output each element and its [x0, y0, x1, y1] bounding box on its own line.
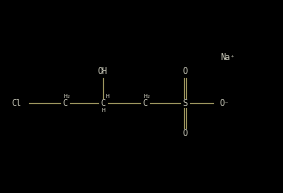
Text: O: O	[183, 68, 188, 76]
Text: H: H	[101, 108, 105, 113]
Text: S: S	[183, 98, 188, 108]
Text: H₂: H₂	[63, 93, 71, 98]
Text: H₂: H₂	[143, 93, 151, 98]
Text: Cl: Cl	[11, 98, 21, 108]
Text: O⁻: O⁻	[220, 98, 230, 108]
Text: H: H	[105, 93, 109, 98]
Text: C: C	[143, 98, 147, 108]
Text: OH: OH	[98, 68, 108, 76]
Text: Na⁺: Na⁺	[220, 53, 235, 63]
Text: O: O	[183, 130, 188, 139]
Text: C: C	[100, 98, 106, 108]
Text: C: C	[63, 98, 68, 108]
